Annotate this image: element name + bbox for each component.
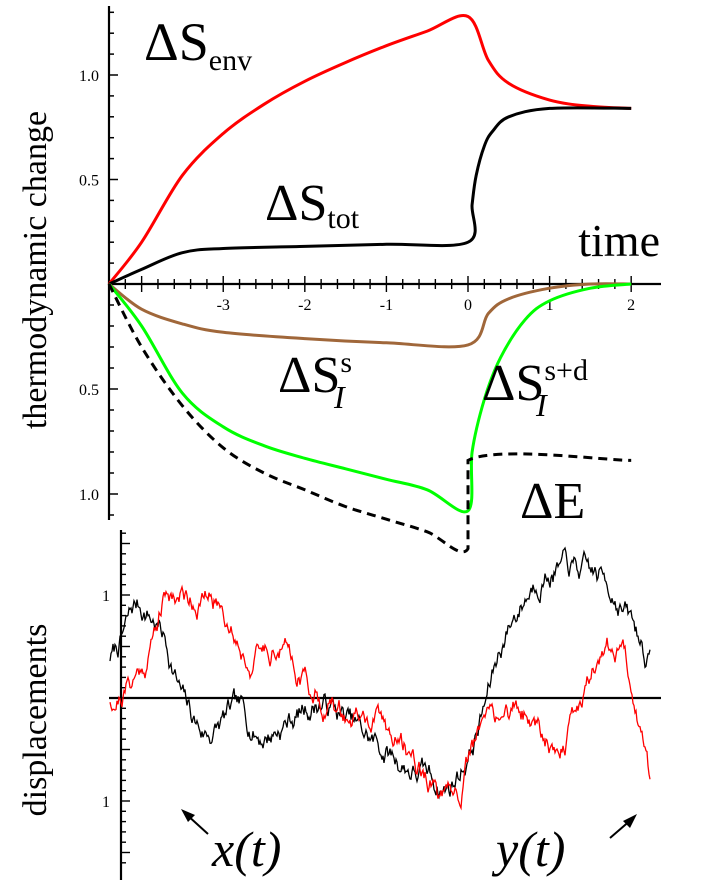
top-y-tick-label: 1.0	[79, 487, 99, 504]
y-label-arrowhead	[623, 814, 637, 828]
x-axis-label: time	[578, 215, 660, 266]
bottom-y-tick-label: 1	[102, 588, 110, 605]
top-y-tick-label: 1.0	[79, 68, 99, 85]
bottom-y-tick-label: 1	[102, 794, 110, 811]
top-x-tick-label: -3	[217, 297, 230, 314]
bottom-y-label: displacements	[17, 624, 54, 817]
displacement-chart: 1 1 displacements x(t) y(t)	[17, 530, 661, 880]
top-x-tick-label: 0	[464, 297, 472, 314]
series-label-x: x(t)	[211, 821, 281, 877]
top-x-tick-label: 1	[546, 297, 554, 314]
top-x-tick-label: 2	[627, 297, 635, 314]
series-label-sisd: ΔSs+d I	[482, 354, 588, 423]
series-label-de: ΔE	[520, 473, 585, 530]
trace-x	[109, 546, 651, 800]
top-x-tick-label: -2	[298, 297, 311, 314]
series-label-senv: ΔSenv	[144, 12, 252, 77]
top-y-tick-label: 0.5	[79, 382, 99, 399]
series-label-stot: ΔStot	[265, 175, 360, 235]
series-line-2	[108, 282, 632, 349]
series-line-3	[107, 282, 632, 514]
trace-y	[109, 584, 651, 811]
top-y-label: thermodynamic change	[17, 111, 54, 429]
series-line-1	[108, 106, 632, 286]
series-line-4	[107, 283, 632, 554]
series-label-y: y(t)	[491, 821, 565, 877]
series-line-0	[107, 14, 632, 285]
top-y-tick-label: 0.5	[79, 173, 99, 190]
thermo-chart: 0.5 1.0 0.5 1.0 -3 -2 -1 0 1 2 thermodynamic cha…	[17, 6, 661, 554]
series-label-sis: ΔSs I	[278, 346, 352, 415]
x-label-arrowhead	[181, 809, 195, 822]
top-x-tick-label: -1	[380, 297, 393, 314]
